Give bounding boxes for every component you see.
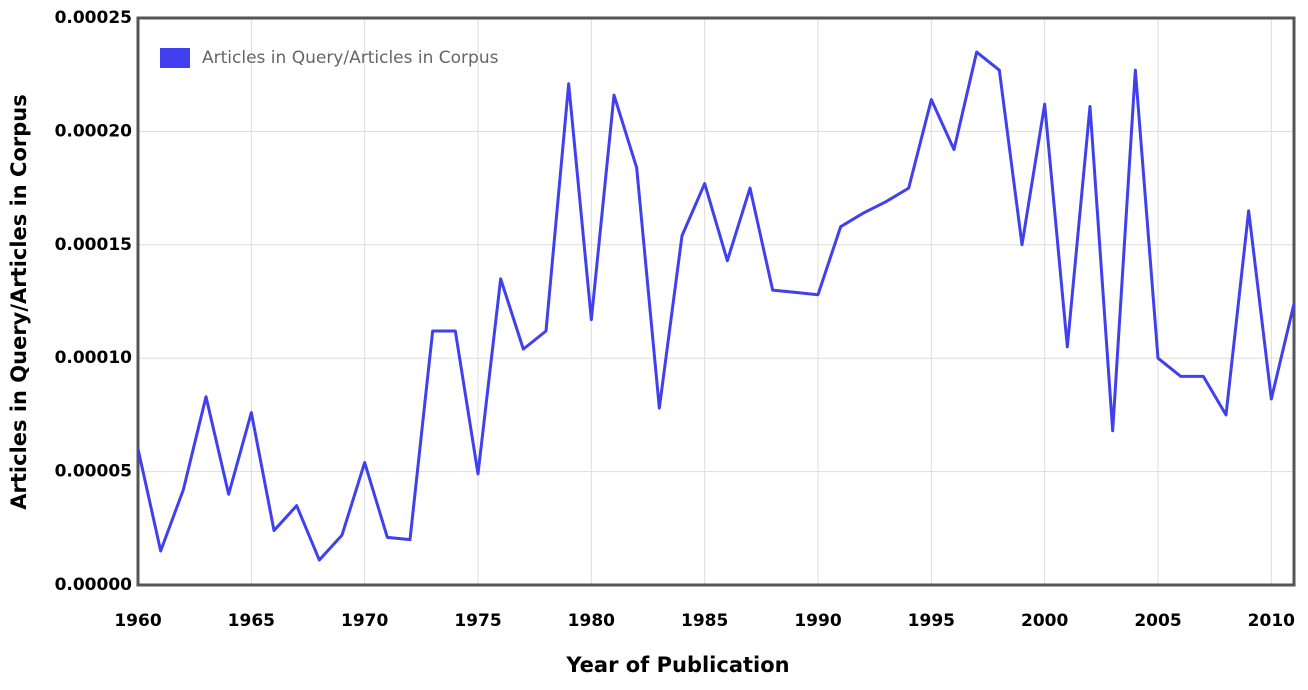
- x-tick-label: 2010: [1248, 611, 1295, 631]
- legend-swatch: [160, 48, 190, 68]
- legend-label: Articles in Query/Articles in Corpus: [202, 48, 499, 68]
- x-tick-label: 1980: [568, 611, 615, 631]
- x-tick-label: 1970: [341, 611, 388, 631]
- x-tick-label: 1985: [681, 611, 728, 631]
- x-tick-label: 1960: [114, 611, 161, 631]
- y-tick-label: 0.00020: [55, 121, 133, 141]
- plot-border: [136, 16, 1296, 587]
- y-tick-label: 0.00000: [55, 575, 133, 595]
- x-axis-title: Year of Publication: [565, 653, 789, 677]
- x-tick-label: 2000: [1021, 611, 1068, 631]
- y-tick-label: 0.00005: [55, 462, 132, 482]
- y-axis-title: Articles in Query/Articles in Corpus: [7, 94, 31, 509]
- x-tick-label: 1975: [454, 611, 501, 631]
- x-tick-label: 2005: [1134, 611, 1181, 631]
- y-tick-label: 0.00010: [55, 348, 133, 368]
- y-tick-label: 0.00025: [55, 8, 132, 28]
- data-line: [136, 50, 1296, 562]
- x-tick-label: 1995: [908, 611, 955, 631]
- x-tick-label: 1990: [794, 611, 841, 631]
- y-tick-label: 0.00015: [55, 235, 132, 255]
- x-tick-label: 1965: [228, 611, 275, 631]
